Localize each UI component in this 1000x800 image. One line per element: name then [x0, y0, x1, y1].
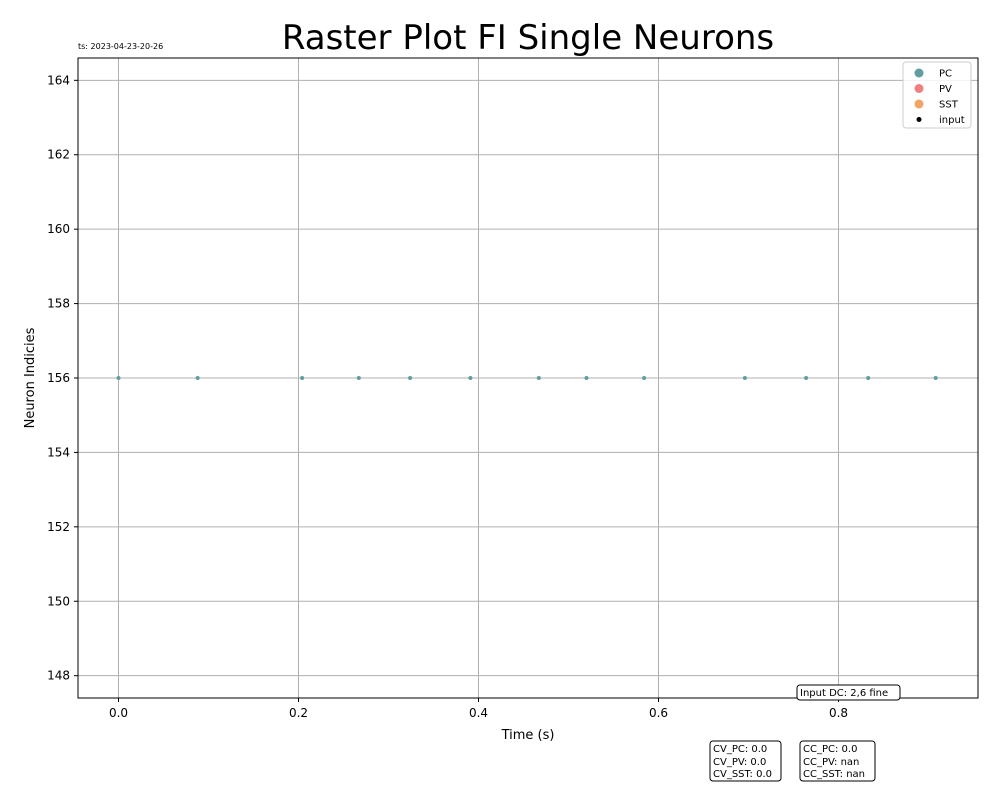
spike-point-pc [116, 376, 121, 380]
cc-pc-text: CC_PC: 0.0 [803, 744, 857, 755]
input-dc-annotation: Input DC: 2,6 fine [796, 684, 901, 701]
cc-sst-text: CC_SST: nan [803, 769, 865, 780]
legend-marker-pc [914, 68, 924, 78]
y-tick-label: 160 [47, 222, 70, 236]
x-tick-label: 0.0 [109, 706, 128, 720]
y-tick-label: 152 [47, 520, 70, 534]
spike-point-pc [804, 376, 809, 380]
x-axis-label: Time (s) [501, 728, 555, 743]
y-tick-label: 150 [47, 594, 70, 608]
spike-point-pc [300, 376, 305, 380]
spike-point-pc [642, 376, 647, 380]
legend: PC PV SST input [902, 61, 972, 129]
chart-title: Raster Plot FI Single Neurons [282, 18, 774, 58]
spike-points [116, 376, 938, 380]
cv-box [709, 740, 782, 782]
y-tick-label: 156 [47, 371, 70, 385]
legend-marker-sst [914, 99, 924, 109]
cc-annotation: CC_PC: 0.0 CC_PV: nan CC_SST: nan [799, 740, 876, 782]
spike-point-pc [356, 376, 361, 380]
spike-point-pc [584, 376, 589, 380]
legend-marker-pv [914, 84, 924, 93]
grid-lines [78, 58, 978, 698]
legend-label-pc: PC [939, 69, 952, 80]
spike-point-pc [468, 376, 473, 380]
cc-box [799, 740, 876, 782]
y-tick-label: 154 [47, 445, 70, 459]
spike-point-pc [195, 376, 200, 380]
legend-marker-input [916, 117, 922, 122]
legend-label-pv: PV [939, 84, 952, 95]
x-tick-label: 0.2 [289, 706, 308, 720]
x-tick-label: 0.8 [829, 706, 848, 720]
axis-ticks: 0.0 0.2 0.4 0.6 0.8 148 150 152 154 156 158 160 162 1… [47, 73, 848, 720]
cv-pv-text: CV_PV: 0.0 [713, 757, 766, 768]
input-dc-box [796, 684, 901, 701]
spike-point-pc [408, 376, 413, 380]
legend-label-sst: SST [939, 100, 959, 111]
cc-pv-text: CC_PV: nan [803, 757, 859, 768]
x-tick-label: 0.6 [649, 706, 668, 720]
spike-point-pc [536, 376, 541, 380]
y-tick-label: 148 [47, 669, 70, 683]
y-tick-label: 164 [47, 73, 70, 87]
cv-pc-text: CV_PC: 0.0 [713, 744, 767, 755]
spike-point-pc [742, 376, 747, 380]
x-tick-label: 0.4 [469, 706, 488, 720]
input-dc-text: Input DC: 2,6 fine [800, 688, 888, 699]
y-tick-label: 158 [47, 297, 70, 311]
cv-sst-text: CV_SST: 0.0 [713, 769, 772, 780]
cv-annotation: CV_PC: 0.0 CV_PV: 0.0 CV_SST: 0.0 [709, 740, 782, 782]
y-tick-label: 162 [47, 148, 70, 162]
spike-point-pc [866, 376, 871, 380]
legend-label-input: input [939, 115, 965, 126]
legend-box [902, 61, 972, 129]
y-axis-label: Neuron Indicies [23, 327, 38, 428]
timestamp-label: ts: 2023-04-23-20-26 [78, 42, 163, 51]
spike-point-pc [933, 376, 938, 380]
